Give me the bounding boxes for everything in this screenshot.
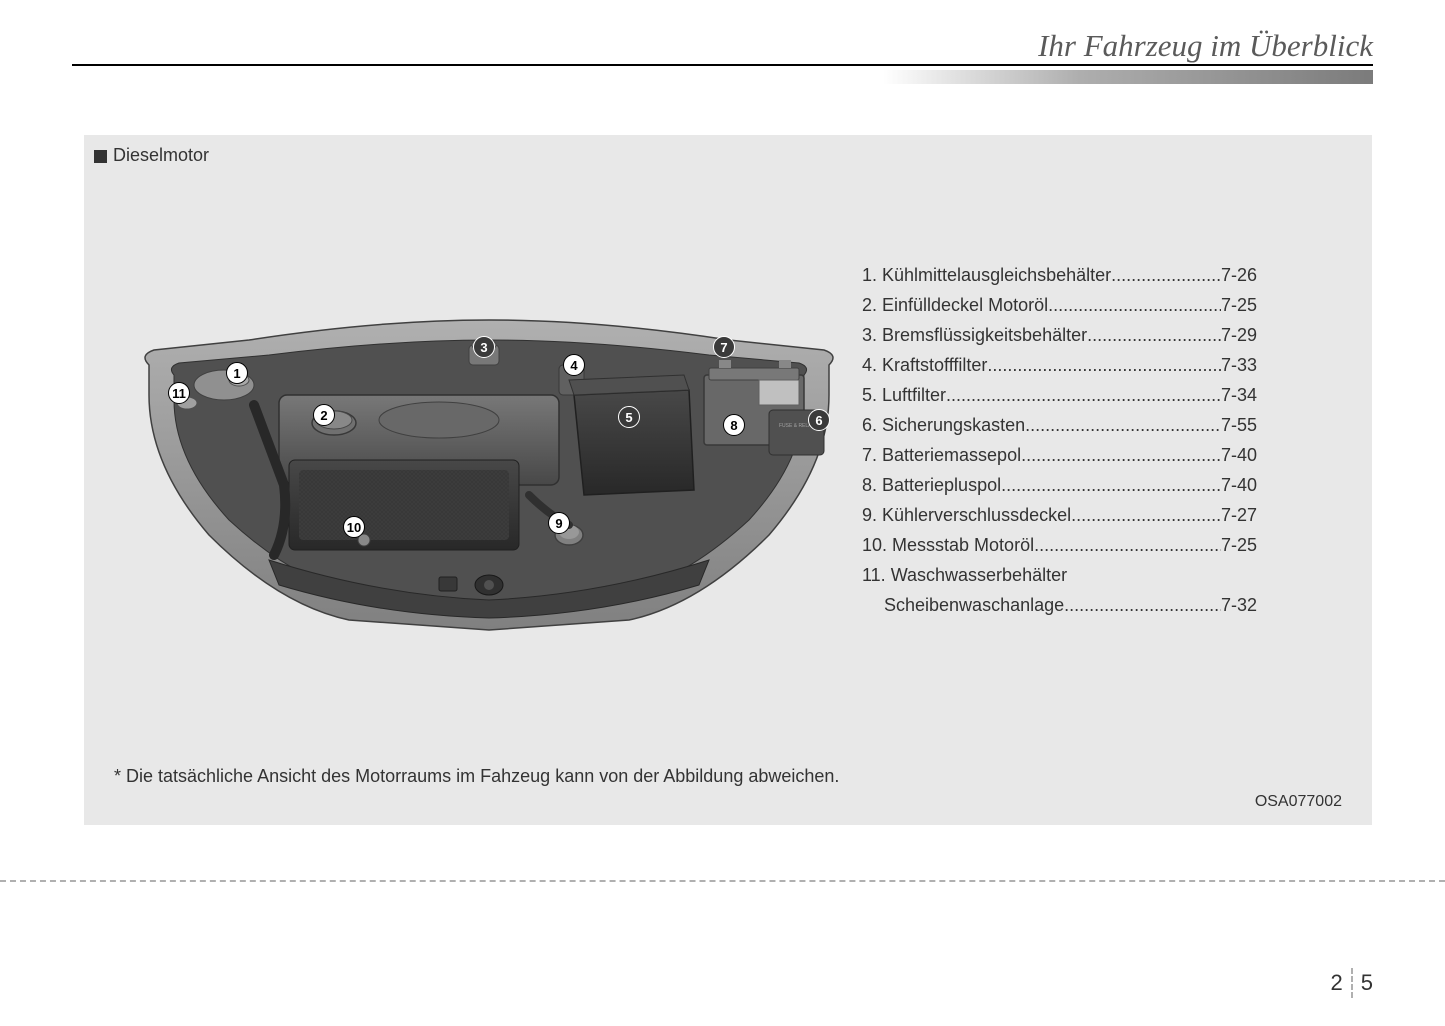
legend-dots [1034,530,1221,560]
legend-dots [1087,320,1221,350]
legend-label: 4. Kraftstofffilter [862,350,987,380]
legend-dots [1021,440,1221,470]
legend-label: 10. Messstab Motoröl [862,530,1034,560]
legend-page: 7-40 [1221,440,1257,470]
engine-diagram: FUSE & RELAY 1234567891011 [129,265,849,635]
legend-dots [1001,470,1221,500]
legend-page: 7-25 [1221,530,1257,560]
legend-item: 11. Waschwasserbehälter [862,560,1257,590]
title-bullet-icon [94,150,107,163]
legend-dots [1111,260,1221,290]
legend-dots [1064,590,1221,620]
callout-marker-11: 11 [168,382,190,404]
legend-label: 6. Sicherungskasten [862,410,1025,440]
callout-marker-9: 9 [548,512,570,534]
legend-page: 7-29 [1221,320,1257,350]
header-rule [72,64,1373,66]
legend-label: Scheibenwaschanlage [884,590,1064,620]
image-code: OSA077002 [1255,793,1342,811]
callout-marker-4: 4 [563,354,585,376]
legend-label: 3. Bremsflüssigkeitsbehälter [862,320,1087,350]
legend-page: 7-40 [1221,470,1257,500]
callout-marker-3: 3 [473,336,495,358]
chapter-number: 2 [1331,970,1343,996]
legend-dots [987,350,1221,380]
legend-page: 7-32 [1221,590,1257,620]
legend-item: 10. Messstab Motoröl 7-25 [862,530,1257,560]
legend-label: 1. Kühlmittelausgleichsbehälter [862,260,1111,290]
legend-page: 7-33 [1221,350,1257,380]
callout-layer: 1 2 3 4 5 6 7 8 9 10 11 [129,265,849,635]
legend-label: 7. Batteriemassepol [862,440,1021,470]
legend-label: 8. Batteriepluspol [862,470,1001,500]
legend-label: 11. Waschwasserbehälter [862,560,1067,590]
legend-page: 7-25 [1221,290,1257,320]
legend-page: 7-26 [1221,260,1257,290]
page-number: 2 5 [1331,968,1374,998]
diagram-title: Dieselmotor [94,145,209,166]
callout-marker-5: 5 [618,406,640,428]
page-separator [1351,968,1353,998]
legend-item: 9. Kühlerverschlussdeckel 7-27 [862,500,1257,530]
crop-mark-line [0,880,1445,882]
legend-dots [1025,410,1221,440]
legend-label: 5. Luftfilter [862,380,946,410]
callout-marker-2: 2 [313,404,335,426]
content-panel: Dieselmotor [84,135,1372,825]
callout-marker-1: 1 [226,362,248,384]
legend-page: 7-55 [1221,410,1257,440]
legend-item: 4. Kraftstofffilter 7-33 [862,350,1257,380]
legend-dots [1048,290,1221,320]
diagram-title-text: Dieselmotor [113,145,209,165]
legend-item: 5. Luftfilter 7-34 [862,380,1257,410]
legend-item: 1. Kühlmittelausgleichsbehälter 7-26 [862,260,1257,290]
callout-marker-8: 8 [723,414,745,436]
legend-dots [946,380,1221,410]
legend-item: 8. Batteriepluspol 7-40 [862,470,1257,500]
footnote-text: * Die tatsächliche Ansicht des Motorraum… [114,766,839,787]
legend-item: 3. Bremsflüssigkeitsbehälter 7-29 [862,320,1257,350]
callout-marker-7: 7 [713,336,735,358]
legend-item: 6. Sicherungskasten 7-55 [862,410,1257,440]
header-gradient [883,70,1373,84]
legend-page: 7-34 [1221,380,1257,410]
legend-item: 7. Batteriemassepol 7-40 [862,440,1257,470]
legend-label: 2. Einfülldeckel Motoröl [862,290,1048,320]
legend-page: 7-27 [1221,500,1257,530]
callout-marker-10: 10 [343,516,365,538]
callout-marker-6: 6 [808,409,830,431]
legend-label: 9. Kühlerverschlussdeckel [862,500,1071,530]
page-num: 5 [1361,970,1373,996]
legend-list: 1. Kühlmittelausgleichsbehälter7-262. Ei… [862,260,1257,620]
legend-item: Scheibenwaschanlage 7-32 [862,590,1257,620]
legend-dots [1071,500,1221,530]
legend-item: 2. Einfülldeckel Motoröl 7-25 [862,290,1257,320]
